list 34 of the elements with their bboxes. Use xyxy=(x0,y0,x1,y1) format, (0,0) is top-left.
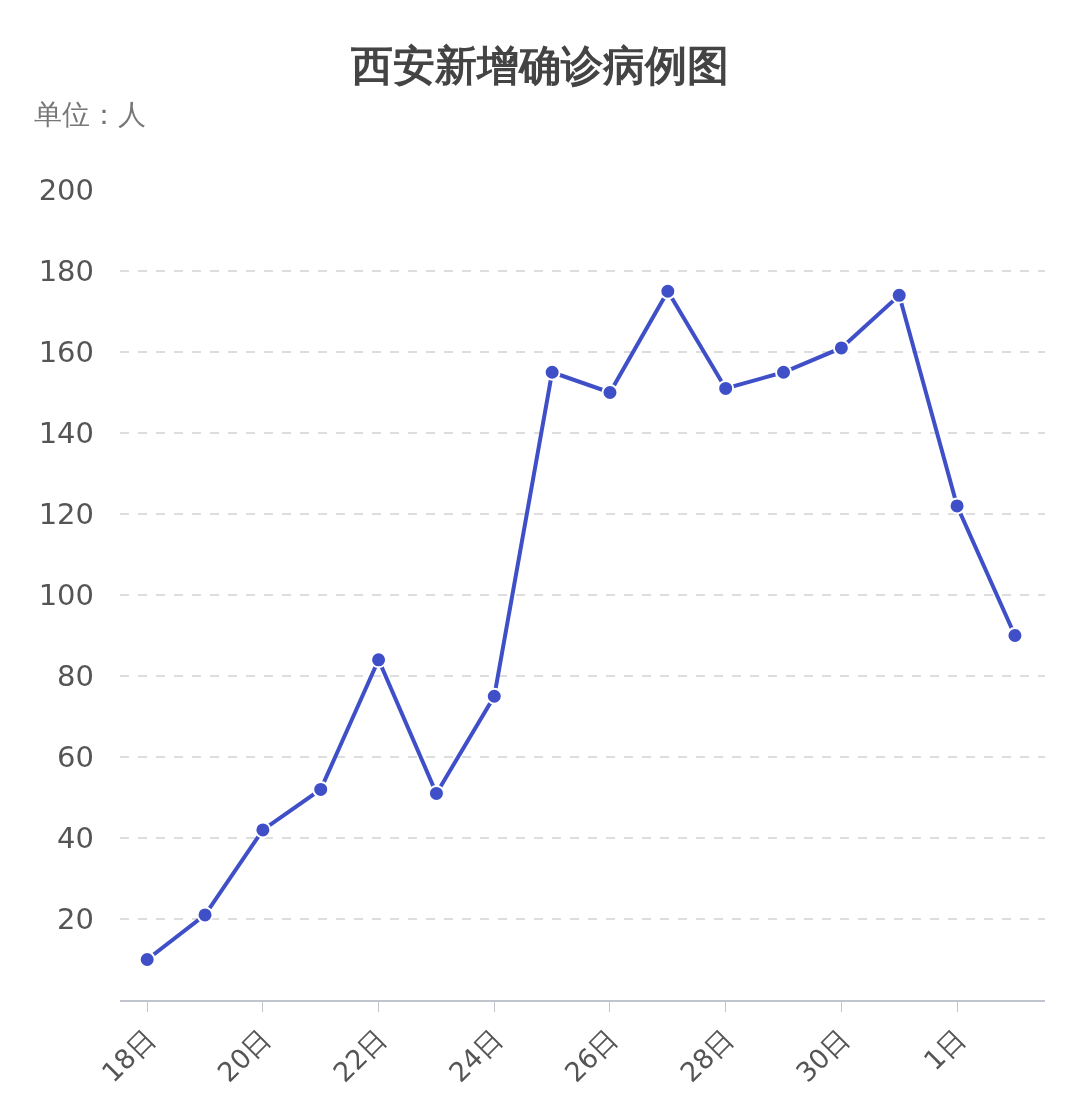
point xyxy=(254,821,272,839)
point xyxy=(948,497,966,515)
y-tick-label: 100 xyxy=(38,578,94,613)
x-tick-label: 22日 xyxy=(327,1022,393,1089)
y-tick-label: 40 xyxy=(57,821,94,856)
point xyxy=(485,687,503,705)
y-tick-label: 60 xyxy=(57,740,94,775)
y-axis-title: 单位：人 xyxy=(34,98,146,131)
x-tick-label: 20日 xyxy=(211,1022,277,1089)
point xyxy=(543,363,561,381)
y-tick-label: 80 xyxy=(57,659,94,694)
point xyxy=(775,363,793,381)
y-tick-label: 180 xyxy=(38,254,94,289)
point xyxy=(312,780,330,798)
point xyxy=(659,282,677,300)
point xyxy=(138,951,156,968)
point xyxy=(196,906,214,924)
y-tick-label: 160 xyxy=(38,335,94,370)
point xyxy=(601,384,619,401)
y-tick-label: 200 xyxy=(38,173,94,208)
y-tick-label: 20 xyxy=(57,902,94,937)
x-tick-label: 30日 xyxy=(789,1022,856,1089)
point xyxy=(890,286,908,304)
x-tick-label: 24日 xyxy=(442,1022,509,1089)
y-tick-label: 120 xyxy=(38,497,94,532)
x-tick-label: 1日 xyxy=(917,1022,971,1076)
point xyxy=(717,379,735,397)
x-tick-label: 26日 xyxy=(558,1022,624,1089)
chart-title: 西安新增确诊病例图 xyxy=(350,40,729,90)
point xyxy=(1006,627,1024,644)
point xyxy=(832,339,850,357)
y-tick-label: 140 xyxy=(38,416,94,451)
x-tick-label: 18日 xyxy=(95,1022,161,1089)
x-tick-label: 28日 xyxy=(674,1022,740,1089)
